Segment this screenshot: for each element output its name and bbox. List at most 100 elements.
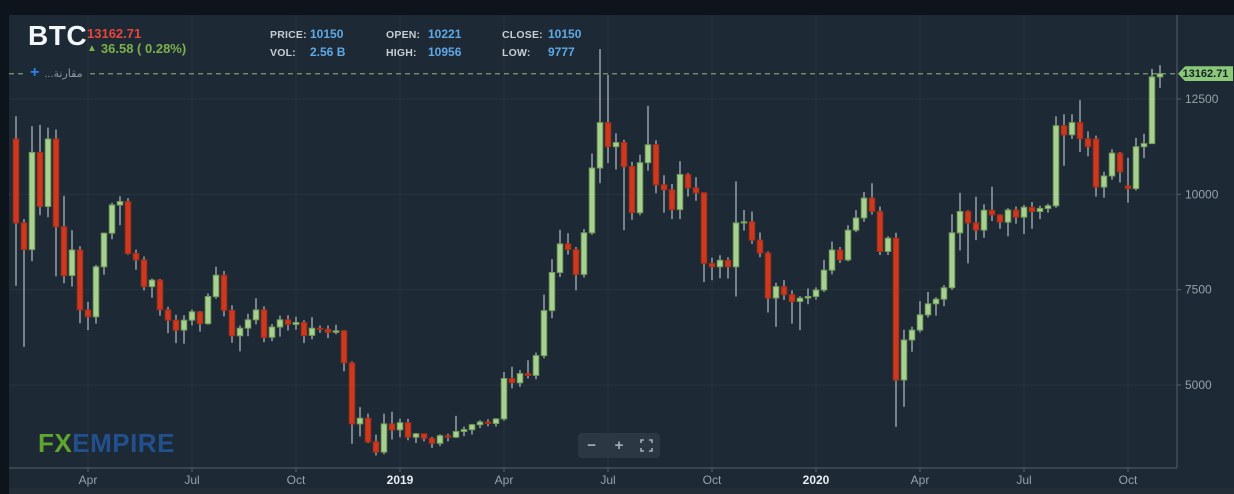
candle[interactable]	[732, 181, 740, 297]
candle[interactable]	[340, 330, 348, 372]
candle[interactable]	[772, 282, 780, 327]
candle[interactable]	[1052, 116, 1060, 208]
candle[interactable]	[932, 297, 940, 316]
candle[interactable]	[964, 210, 972, 264]
candle[interactable]	[788, 290, 796, 324]
candle[interactable]	[916, 301, 924, 333]
horizontal-scrollbar-track[interactable]	[9, 488, 1234, 494]
candle[interactable]	[204, 293, 212, 325]
candle[interactable]	[476, 420, 484, 429]
candle[interactable]	[44, 127, 52, 218]
candle[interactable]	[140, 256, 148, 291]
candle[interactable]	[268, 324, 276, 342]
candle[interactable]	[948, 214, 956, 290]
candle[interactable]	[244, 313, 252, 337]
candle[interactable]	[164, 306, 172, 334]
candle[interactable]	[716, 255, 724, 279]
candle[interactable]	[860, 192, 868, 222]
candle[interactable]	[364, 413, 372, 443]
candle[interactable]	[28, 126, 36, 262]
candle[interactable]	[940, 285, 948, 307]
zoom-out-button[interactable]: −	[578, 433, 605, 458]
candle[interactable]	[76, 246, 84, 324]
candle[interactable]	[644, 105, 652, 171]
zoom-in-button[interactable]: +	[605, 433, 632, 458]
candle[interactable]	[212, 266, 220, 299]
candle[interactable]	[1124, 157, 1132, 203]
candle[interactable]	[1036, 205, 1044, 220]
candle[interactable]	[284, 315, 292, 331]
candle[interactable]	[1020, 205, 1028, 234]
candle[interactable]	[36, 124, 44, 216]
candle[interactable]	[780, 280, 788, 300]
candle[interactable]	[308, 317, 316, 340]
candle[interactable]	[1100, 171, 1108, 198]
candle[interactable]	[724, 257, 732, 279]
candle[interactable]	[1140, 133, 1148, 159]
candle[interactable]	[820, 259, 828, 292]
candle[interactable]	[692, 177, 700, 201]
candle[interactable]	[188, 309, 196, 326]
candle[interactable]	[668, 184, 676, 220]
candle[interactable]	[908, 326, 916, 352]
candle[interactable]	[612, 133, 620, 170]
candle[interactable]	[540, 294, 548, 359]
candle[interactable]	[12, 116, 20, 286]
candle[interactable]	[652, 140, 660, 194]
candle[interactable]	[684, 173, 692, 197]
candle[interactable]	[564, 233, 572, 255]
candle[interactable]	[1028, 202, 1036, 229]
candle[interactable]	[972, 196, 980, 241]
candle[interactable]	[900, 329, 908, 407]
candle[interactable]	[252, 298, 260, 325]
candle[interactable]	[172, 314, 180, 344]
candle[interactable]	[852, 210, 860, 233]
candle[interactable]	[324, 325, 332, 339]
chart-plot-area[interactable]	[9, 15, 1234, 494]
candle[interactable]	[108, 202, 116, 240]
candle[interactable]	[620, 139, 628, 231]
candle[interactable]	[1044, 203, 1052, 213]
candle[interactable]	[468, 423, 476, 435]
candle[interactable]	[236, 325, 244, 352]
compare-button[interactable]: + مقارنة...	[26, 65, 87, 81]
candle[interactable]	[444, 433, 452, 442]
candle[interactable]	[276, 315, 284, 337]
candle[interactable]	[884, 236, 892, 255]
candle[interactable]	[1156, 65, 1164, 88]
candle[interactable]	[1076, 100, 1084, 152]
candle[interactable]	[452, 415, 460, 438]
candle[interactable]	[812, 287, 820, 300]
candle[interactable]	[876, 206, 884, 256]
candle[interactable]	[660, 175, 668, 213]
candle[interactable]	[580, 229, 588, 278]
candle[interactable]	[380, 413, 388, 455]
candle[interactable]	[868, 183, 876, 215]
candle[interactable]	[988, 186, 996, 221]
candle[interactable]	[708, 257, 716, 281]
candle[interactable]	[740, 210, 748, 231]
candle[interactable]	[84, 301, 92, 331]
candle[interactable]	[1004, 208, 1012, 237]
candle[interactable]	[676, 161, 684, 220]
candle[interactable]	[756, 232, 764, 258]
candle[interactable]	[764, 251, 772, 313]
candle[interactable]	[68, 230, 76, 287]
candle[interactable]	[1132, 137, 1140, 191]
candle[interactable]	[500, 372, 508, 421]
candle[interactable]	[180, 315, 188, 344]
candle[interactable]	[844, 225, 852, 262]
candle[interactable]	[516, 370, 524, 387]
candle[interactable]	[524, 360, 532, 379]
candle[interactable]	[100, 232, 108, 275]
candle[interactable]	[980, 204, 988, 238]
candle[interactable]	[316, 325, 324, 333]
candle[interactable]	[924, 292, 932, 318]
candle[interactable]	[1148, 68, 1156, 145]
candle[interactable]	[196, 311, 204, 332]
candle[interactable]	[604, 75, 612, 164]
candle[interactable]	[292, 316, 300, 330]
candle[interactable]	[260, 306, 268, 343]
candle[interactable]	[436, 434, 444, 446]
